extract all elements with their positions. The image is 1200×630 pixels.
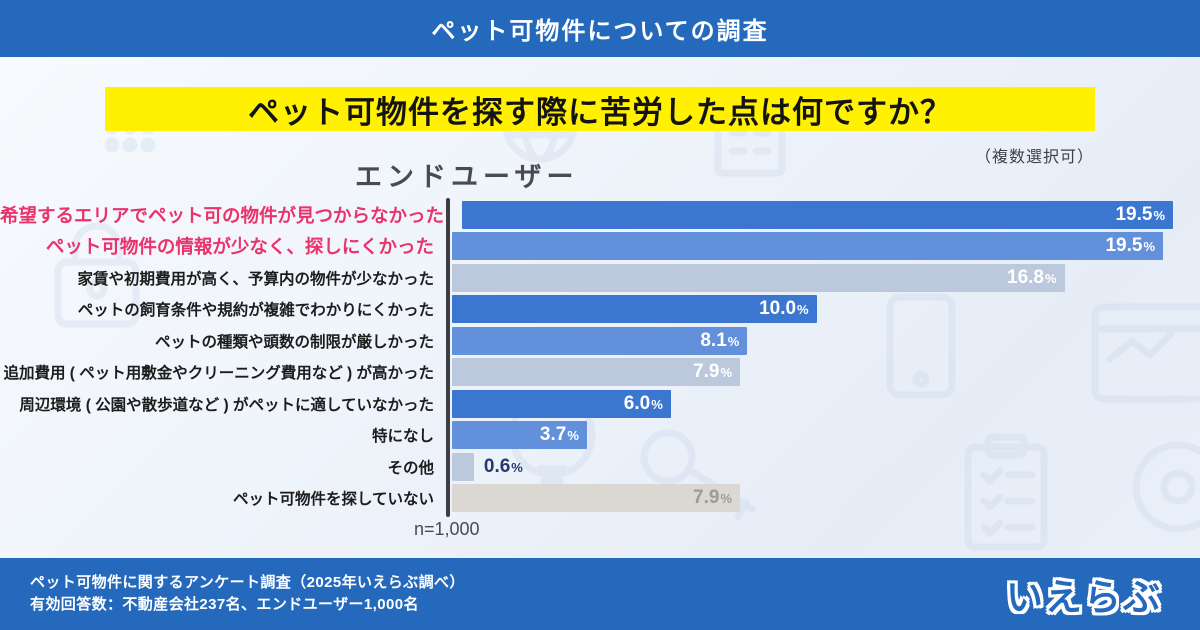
value-label: 10.0% — [759, 298, 809, 320]
category-label: ペット可物件を探していない — [232, 491, 434, 509]
value-label: 0.6% — [483, 455, 523, 477]
bar-track: 8.1% — [452, 326, 1163, 355]
bar: 19.5% — [462, 200, 1174, 229]
footer-bar: ペット可物件に関するアンケート調査（2025年いえらぶ調べ） 有効回答数：不動産… — [0, 558, 1200, 630]
bar: 16.8% — [452, 263, 1065, 292]
bar-chart: 希望するエリアでペット可の物件が見つからなかった 19.5% ペット可物件の情報が少… — [0, 198, 1200, 539]
value-label: 19.5% — [1105, 235, 1155, 257]
bar-track: 6.0% — [452, 389, 1163, 418]
question-band: ペット可物件を探す際に苦労した点は何ですか？ — [105, 87, 1095, 131]
sample-size-label: n=1,000 — [414, 519, 480, 539]
value-label: 16.8% — [1007, 266, 1057, 288]
bar: 7.9% — [452, 358, 741, 387]
bar: 3.7% — [452, 421, 587, 450]
value-label: 6.0% — [623, 392, 663, 414]
category-label: 周辺環境 ( 公園や散歩道など ) がペットに適していなかった — [19, 396, 434, 414]
header-bar: ペット可物件についての調査 — [0, 0, 1200, 57]
bar: 7.9% — [452, 484, 741, 513]
category-label: ペットの飼育条件や規約が複雑でわかりにくかった — [77, 302, 434, 320]
category-label: 特になし — [371, 428, 434, 446]
bar: 8.1% — [452, 326, 748, 355]
chart-row: 希望するエリアでペット可の物件が見つからなかった 19.5% — [0, 199, 1200, 231]
value-label: 3.7% — [539, 424, 579, 446]
chart-row: 周辺環境 ( 公園や散歩道など ) がペットに適していなかった 6.0% — [0, 388, 1200, 420]
value-label: 8.1% — [700, 329, 740, 351]
chart-row: 特になし 3.7% — [0, 420, 1200, 452]
bar: 6.0% — [452, 389, 671, 418]
bar-track: 16.8% — [452, 263, 1163, 292]
value-label: 7.9% — [693, 487, 733, 509]
bar-track: 7.9% — [452, 358, 1163, 387]
chart-row: ペット可物件の情報が少なく、探しにくかった 19.5% — [0, 231, 1200, 263]
ielove-logo: いえらぶ — [1006, 577, 1162, 618]
chart-row: ペットの飼育条件や規約が複雑でわかりにくかった 10.0% — [0, 294, 1200, 326]
category-label: 希望するエリアでペット可の物件が見つからなかった — [0, 204, 445, 226]
category-label: ペットの種類や頭数の制限が厳しかった — [154, 333, 434, 351]
bar-track: 10.0% — [452, 295, 1163, 324]
source-note: ペット可物件に関するアンケート調査（2025年いえらぶ調べ） 有効回答数：不動産… — [30, 572, 465, 616]
bar — [452, 452, 474, 481]
value-label: 7.9% — [693, 361, 733, 383]
bar: 10.0% — [452, 295, 817, 324]
source-line2: 有効回答数：不動産会社237名、エンドユーザー1,000名 — [30, 596, 419, 613]
chart-row: ペットの種類や頭数の制限が厳しかった 8.1% — [0, 325, 1200, 357]
category-label: 家賃や初期費用が高く、予算内の物件が少なかった — [77, 270, 434, 288]
multiple-choice-note: （複数選択可） — [974, 149, 1094, 166]
y-axis-line — [446, 198, 450, 517]
bar: 19.5% — [452, 232, 1163, 261]
bar-track: 7.9% — [452, 484, 1163, 513]
category-label: 追加費用 ( ペット用敷金やクリーニング費用など ) が高かった — [3, 365, 434, 383]
chart-row: ペット可物件を探していない 7.9% — [0, 483, 1200, 515]
question-title: ペット可物件を探す際に苦労した点は何ですか？ — [248, 94, 952, 130]
chart-rows: 希望するエリアでペット可の物件が見つからなかった 19.5% ペット可物件の情報が少… — [0, 199, 1200, 514]
chart-row: 家賃や初期費用が高く、予算内の物件が少なかった 16.8% — [0, 262, 1200, 294]
source-line1: ペット可物件に関するアンケート調査（2025年いえらぶ調べ） — [30, 574, 465, 591]
bar-track: 19.5% — [452, 232, 1163, 261]
chart-row: その他 0.6% — [0, 451, 1200, 483]
category-label: ペット可物件の情報が少なく、探しにくかった — [45, 236, 434, 258]
group-label: エンドユーザー — [355, 162, 579, 192]
bar-track: 3.7% — [452, 421, 1163, 450]
header-title: ペット可物件についての調査 — [431, 18, 769, 45]
bar-track: 19.5% — [462, 200, 1174, 229]
category-label: その他 — [387, 459, 434, 477]
bar-track: 0.6% — [452, 452, 1163, 481]
value-label: 19.5% — [1115, 203, 1166, 225]
chart-row: 追加費用 ( ペット用敷金やクリーニング費用など ) が高かった 7.9% — [0, 357, 1200, 389]
